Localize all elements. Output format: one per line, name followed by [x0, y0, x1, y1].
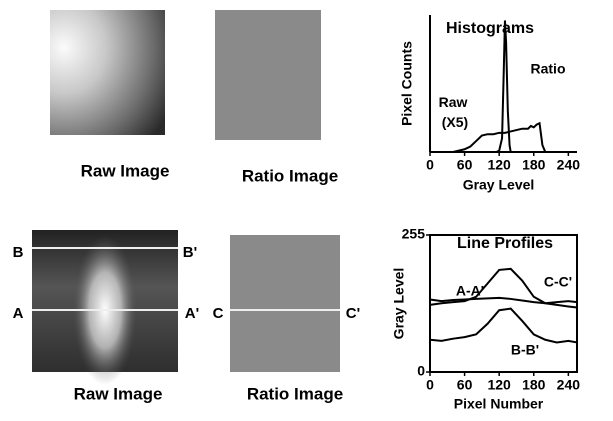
x-tick-label: 240	[557, 377, 581, 393]
x-tick-label: 0	[426, 157, 434, 173]
chart-title: Histograms	[446, 20, 534, 37]
plot-frame	[430, 235, 577, 372]
line-label: C	[213, 305, 224, 322]
y-tick-label: 255	[402, 226, 426, 242]
y-tick-label: 0	[417, 363, 425, 379]
line-label: B	[13, 244, 24, 261]
x-tick-label: 60	[457, 157, 473, 173]
line-label: B'	[183, 244, 197, 261]
caption: Ratio Image	[242, 166, 338, 185]
x-axis-label: Gray Level	[463, 177, 535, 193]
x-axis-label: Pixel Number	[454, 396, 544, 412]
x-tick-label: 180	[522, 157, 546, 173]
line-label: A	[13, 305, 24, 322]
ratio-image	[230, 235, 340, 372]
series-label-part: Raw	[439, 94, 472, 110]
line-label: C'	[346, 305, 360, 322]
chart-title: Line Profiles	[457, 235, 553, 252]
series-line	[430, 309, 577, 343]
series-label: Raw (X5)	[439, 94, 472, 130]
x-tick-label: 120	[487, 377, 511, 393]
x-tick-label: 240	[557, 157, 581, 173]
figure: Raw Image Ratio Image B B' A A' C C' Raw…	[0, 0, 613, 416]
y-axis-label: Pixel Counts	[399, 41, 415, 126]
y-axis-label: Gray Level	[391, 268, 407, 340]
raw-image	[50, 10, 165, 135]
series-label: C-C'	[544, 274, 572, 290]
x-tick-label: 120	[487, 157, 511, 173]
caption: Raw Image	[74, 384, 163, 403]
series-label: Ratio	[531, 61, 566, 77]
series-label-part: (X5)	[442, 114, 468, 130]
x-tick-label: 0	[426, 377, 434, 393]
caption: Raw Image	[81, 161, 170, 180]
ratio-image	[215, 10, 321, 140]
x-tick-label: 180	[522, 377, 546, 393]
line-label: A'	[185, 305, 199, 322]
series-label: B-B'	[511, 342, 539, 358]
series-label: A-A'	[456, 283, 484, 299]
x-tick-label: 60	[457, 377, 473, 393]
caption: Ratio Image	[247, 384, 343, 403]
